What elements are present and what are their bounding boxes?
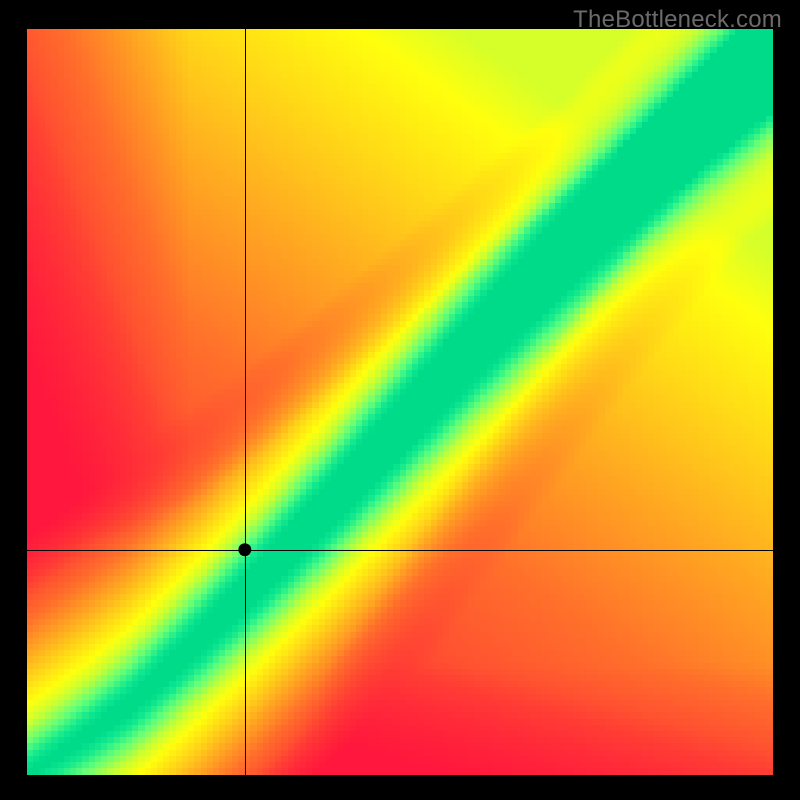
plot-area (27, 29, 773, 775)
chart-container: TheBottleneck.com (0, 0, 800, 800)
heatmap-canvas (27, 29, 773, 775)
watermark-text: TheBottleneck.com (573, 6, 782, 34)
